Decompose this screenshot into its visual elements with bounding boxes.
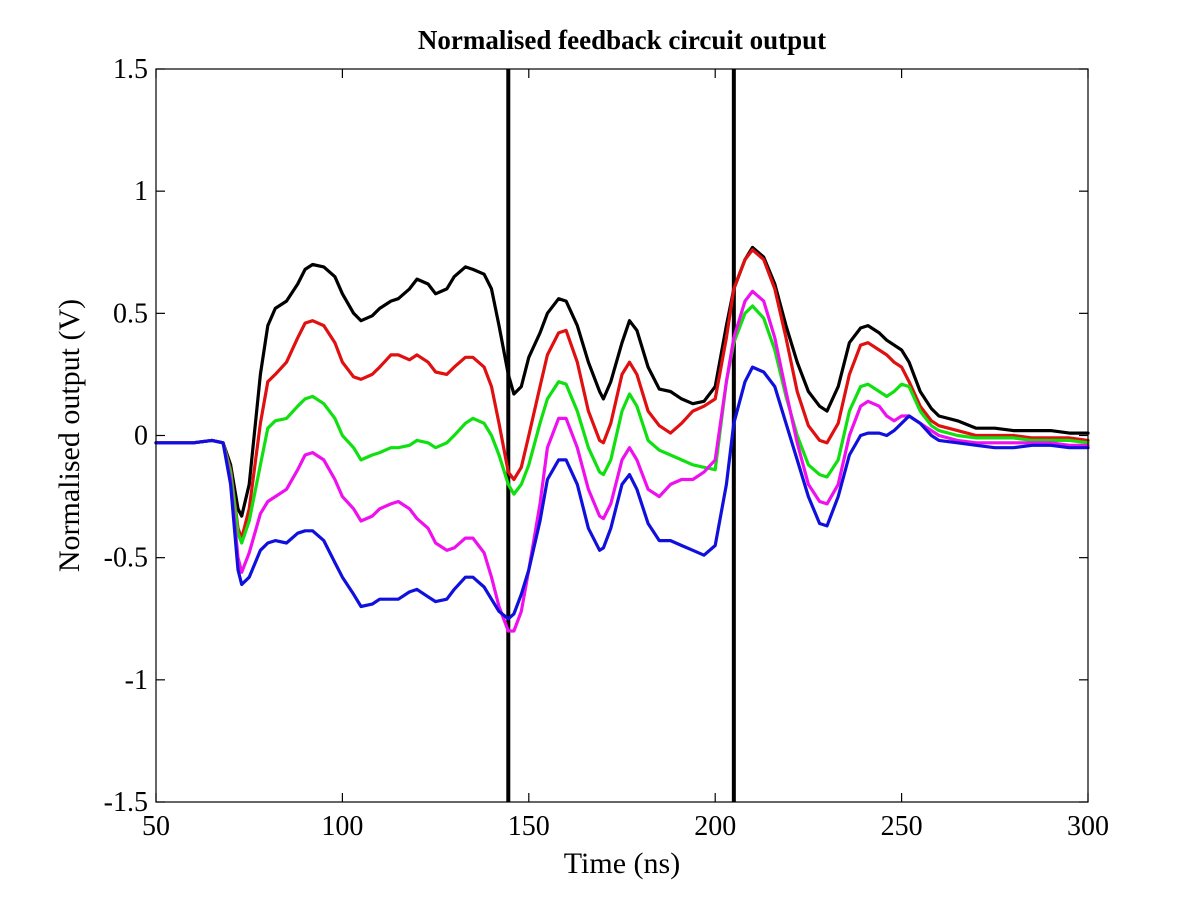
y-axis-ticks: -1.5 -1 -0.5 0 0.5 1 1.5	[104, 54, 1088, 818]
y-tick-label: -0.5	[104, 543, 148, 574]
chart-title: Normalised feedback circuit output	[418, 25, 826, 55]
y-tick-label: 0.5	[113, 298, 148, 329]
x-tick-label: 150	[508, 811, 550, 842]
y-tick-label: 0	[134, 421, 148, 452]
y-tick-label: 1	[134, 176, 148, 207]
x-tick-label: 50	[142, 811, 170, 842]
y-axis-label: Normalised output (V)	[53, 299, 86, 572]
y-tick-label: -1.5	[104, 787, 148, 818]
x-axis-ticks: 50 100 150 200 250 300	[142, 69, 1109, 842]
series-line-3	[154, 304, 1090, 545]
x-axis-label: Time (ns)	[564, 847, 680, 880]
series-line-5	[154, 365, 1090, 621]
x-tick-label: 100	[321, 811, 363, 842]
x-tick-label: 300	[1067, 811, 1109, 842]
x-tick-label: 200	[694, 811, 736, 842]
y-tick-label: 1.5	[113, 54, 148, 85]
series-line-2	[154, 248, 1090, 540]
x-tick-label: 250	[881, 811, 923, 842]
series-lines	[154, 245, 1090, 633]
series-line-1	[154, 245, 1090, 518]
plot-area	[156, 69, 1088, 802]
series-line-4	[154, 289, 1090, 633]
y-tick-label: -1	[125, 665, 148, 696]
